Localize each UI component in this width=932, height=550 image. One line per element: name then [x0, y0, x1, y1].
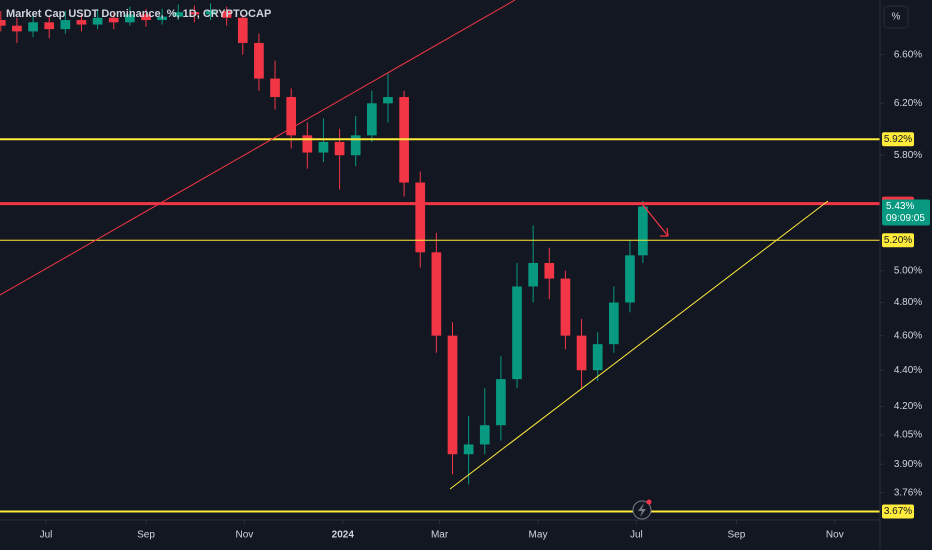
unit-button[interactable] [883, 5, 909, 29]
candle-body [108, 17, 119, 23]
candle-body [383, 97, 393, 104]
x-tick-label: Sep [137, 530, 155, 541]
candle-body [76, 20, 87, 25]
candle-body [592, 344, 603, 371]
x-tick-label: Jul [40, 530, 53, 541]
y-tick-label: 6.60% [894, 49, 922, 60]
candle-body [576, 335, 587, 371]
level-label: 5.92% [884, 134, 912, 145]
last-price-bg [882, 199, 930, 226]
x-tick-label: Nov [236, 530, 254, 541]
unit-button-label[interactable]: % [892, 12, 901, 23]
y-tick-label: 4.80% [894, 297, 922, 308]
chart-title: Market Cap USDT Dominance, %, 1D, CRYPTO… [6, 8, 271, 20]
candle-body [479, 425, 490, 445]
candle-body [189, 12, 200, 15]
last-price-label: 5.43% [886, 201, 914, 212]
y-tick-label: 3.76% [894, 487, 922, 498]
candle-body [28, 22, 38, 32]
arrow [642, 204, 669, 237]
candle-body [431, 252, 442, 336]
trend-line [0, 0, 516, 296]
candle-body [350, 135, 361, 156]
x-tick-label: Nov [826, 530, 844, 541]
y-tick-label: 4.05% [894, 429, 922, 440]
axis-layer: 6.60% 6.20% 5.80% 5.00% 4.80% 4.60% 4.40% 4.20%… [40, 49, 930, 541]
y-tick-label: 4.40% [894, 365, 922, 376]
candle-body [205, 11, 216, 15]
candle-body [92, 17, 103, 25]
y-tick-label: 4.20% [894, 401, 922, 412]
y-tick-label: 3.90% [894, 459, 922, 470]
level-label: 5.20% [884, 235, 912, 246]
candle-body [447, 335, 458, 455]
candle-body [270, 78, 280, 98]
price-axis [880, 0, 932, 550]
x-tick-label: Jul [630, 530, 643, 541]
candle-body [254, 42, 264, 79]
trend-line [449, 200, 829, 490]
x-tick-label: Mar [431, 530, 449, 541]
candle-body [141, 14, 151, 21]
candle-body [544, 263, 555, 279]
level-label-bg [882, 233, 914, 248]
replay-icon[interactable] [632, 499, 652, 520]
candle-body [367, 103, 377, 136]
candle-body [286, 97, 297, 136]
candle-body [528, 263, 539, 287]
candle-body [560, 278, 571, 336]
level-label-bg [882, 132, 914, 147]
candle-body [44, 22, 55, 30]
candle-body [302, 135, 313, 153]
candle-body [638, 206, 648, 256]
candle-body [173, 12, 184, 17]
candle-body [415, 182, 426, 253]
candle-body [157, 16, 167, 21]
x-tick-label: Sep [728, 530, 746, 541]
y-tick-label: 6.20% [894, 98, 922, 109]
candle-body [625, 255, 635, 303]
y-tick-label: 4.60% [894, 330, 922, 341]
countdown-label: 09:09:05 [886, 213, 925, 224]
candle-body [496, 379, 506, 426]
candle-body [12, 25, 22, 32]
candle-body [125, 14, 135, 23]
level-label-bg [882, 504, 914, 519]
candle-body [318, 141, 329, 153]
plot-area [0, 3, 880, 513]
candle-body [463, 444, 474, 455]
y-tick-label: 5.80% [894, 150, 922, 161]
candle-body [237, 17, 248, 43]
candle-body [608, 302, 619, 345]
y-tick-label: 5.00% [894, 265, 922, 276]
x-tick-label: May [529, 530, 548, 541]
candle-body [221, 11, 232, 18]
x-tick-label: 2024 [332, 530, 355, 541]
candle-body [0, 20, 6, 26]
candle-body [60, 20, 71, 30]
level-label: 3.67% [884, 506, 912, 517]
candle-body [334, 141, 345, 156]
candle-body [512, 286, 522, 380]
